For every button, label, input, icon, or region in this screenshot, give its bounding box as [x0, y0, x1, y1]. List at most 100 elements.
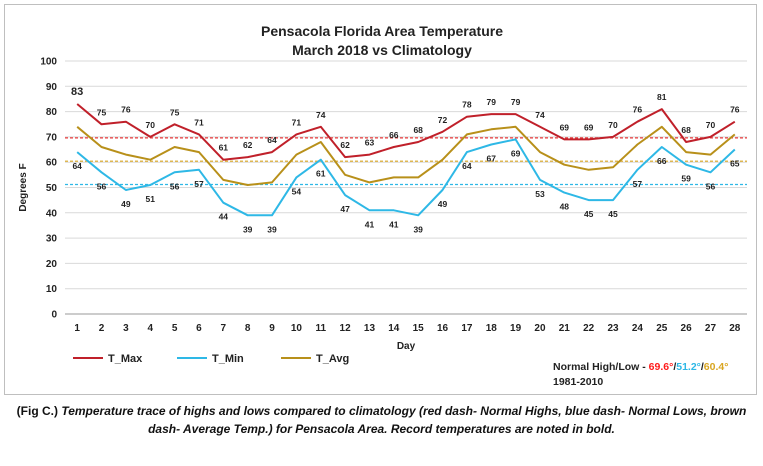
data-label: 48 [560, 202, 570, 212]
data-label: 59 [681, 174, 691, 184]
chart-title: Pensacola Florida Area Temperature [261, 23, 503, 39]
normals-note: Normal High/Low - 69.6°/51.2°/60.4° [553, 361, 728, 373]
data-label: 56 [97, 181, 107, 191]
x-tick-label: 25 [656, 323, 668, 334]
data-label: 70 [706, 120, 716, 130]
legend-label: T_Max [108, 353, 143, 365]
normals-note-part: / [673, 361, 676, 373]
data-label: 41 [389, 219, 399, 229]
y-tick-label: 90 [46, 82, 58, 93]
data-label: 75 [170, 107, 180, 117]
data-label: 71 [292, 117, 302, 127]
data-label: 54 [292, 186, 302, 196]
normal-lines [65, 137, 747, 186]
y-tick-label: 10 [46, 284, 58, 295]
caption-text: Temperature trace of highs and lows comp… [61, 404, 747, 436]
data-label: 51 [146, 194, 156, 204]
x-tick-label: 7 [221, 323, 227, 334]
x-tick-label: 8 [245, 323, 251, 334]
y-tick-label: 60 [46, 158, 58, 169]
x-tick-label: 28 [729, 323, 741, 334]
data-label: 79 [511, 97, 521, 107]
data-label: 65 [730, 159, 740, 169]
record-label: 83 [71, 86, 83, 98]
y-tick-label: 30 [46, 234, 58, 245]
normals-note-part: / [701, 361, 704, 373]
data-label: 71 [194, 117, 204, 127]
y-tick-label: 40 [46, 208, 58, 219]
x-tick-label: 16 [437, 323, 449, 334]
data-label: 74 [316, 110, 326, 120]
data-label: 49 [121, 199, 131, 209]
data-label: 45 [584, 209, 594, 219]
data-label: 69 [511, 148, 521, 158]
normals-note-part: 69.6° [649, 361, 674, 373]
data-label: 44 [219, 212, 229, 222]
data-label: 49 [438, 199, 448, 209]
data-label: 79 [487, 97, 497, 107]
data-label: 64 [462, 161, 472, 171]
data-label: 70 [146, 120, 156, 130]
x-tick-label: 22 [583, 323, 595, 334]
data-label: 39 [267, 224, 277, 234]
data-label: 53 [535, 189, 545, 199]
legend-label: T_Avg [316, 353, 349, 365]
legend: T_Max T_Min T_Avg [73, 353, 349, 365]
data-label: 64 [72, 161, 82, 171]
series-lines [76, 103, 736, 217]
series-line-t_min [76, 138, 736, 217]
data-labels: 83 75 76 70 75 71 61 62 64 71 74 62 63 66 68 72 78 79 79 74… [71, 86, 740, 234]
data-label: 74 [535, 110, 545, 120]
x-axis-title: Day [397, 341, 416, 352]
data-label: 41 [365, 219, 375, 229]
y-tick-label: 100 [40, 57, 57, 68]
data-label: 76 [730, 105, 740, 115]
data-label: 66 [389, 130, 399, 140]
data-label: 69 [560, 122, 570, 132]
x-tick-label: 1 [74, 323, 80, 334]
data-label: 39 [243, 224, 253, 234]
chart-frame: 83 75 76 70 75 71 61 62 64 71 74 62 63 66 68 72 78 79 79 74… [4, 4, 757, 395]
y-tick-label: 50 [46, 183, 58, 194]
x-tick-label: 4 [147, 323, 153, 334]
x-tick-label: 13 [364, 323, 376, 334]
data-label: 68 [681, 125, 691, 135]
figure-caption: (Fig C.) Temperature trace of highs and … [0, 402, 763, 438]
data-label: 61 [316, 169, 326, 179]
x-tick-label: 21 [559, 323, 571, 334]
data-label: 64 [267, 135, 277, 145]
x-tick-label: 3 [123, 323, 129, 334]
y-tick-label: 70 [46, 132, 58, 143]
data-label: 45 [608, 209, 618, 219]
caption-prefix: (Fig C.) [16, 404, 62, 418]
grid [65, 60, 747, 290]
normals-period: 1981-2010 [553, 376, 603, 388]
data-label: 62 [243, 140, 253, 150]
x-tick-label: 12 [340, 323, 352, 334]
x-tick-label: 23 [607, 323, 619, 334]
x-tick-label: 15 [413, 323, 425, 334]
normals-note-part: 51.2° [676, 361, 701, 373]
series-line-t_max [76, 103, 736, 161]
data-label: 66 [657, 156, 667, 166]
data-label: 76 [121, 105, 131, 115]
data-label: 69 [584, 122, 594, 132]
data-label: 76 [633, 105, 643, 115]
data-label: 47 [340, 204, 350, 214]
x-tick-label: 18 [486, 323, 498, 334]
legend-label: T_Min [212, 353, 244, 365]
data-label: 57 [633, 179, 643, 189]
x-tick-label: 2 [99, 323, 105, 334]
data-label: 56 [170, 181, 180, 191]
data-label: 62 [340, 140, 350, 150]
data-label: 81 [657, 92, 667, 102]
normals-note-part: Normal High/Low - [553, 361, 649, 373]
x-tick-label: 27 [705, 323, 717, 334]
x-tick-label: 24 [632, 323, 644, 334]
data-label: 72 [438, 115, 448, 125]
chart-title: March 2018 vs Climatology [292, 42, 472, 58]
x-tick-label: 11 [315, 323, 326, 334]
y-axis-title: Degrees F [18, 163, 29, 211]
